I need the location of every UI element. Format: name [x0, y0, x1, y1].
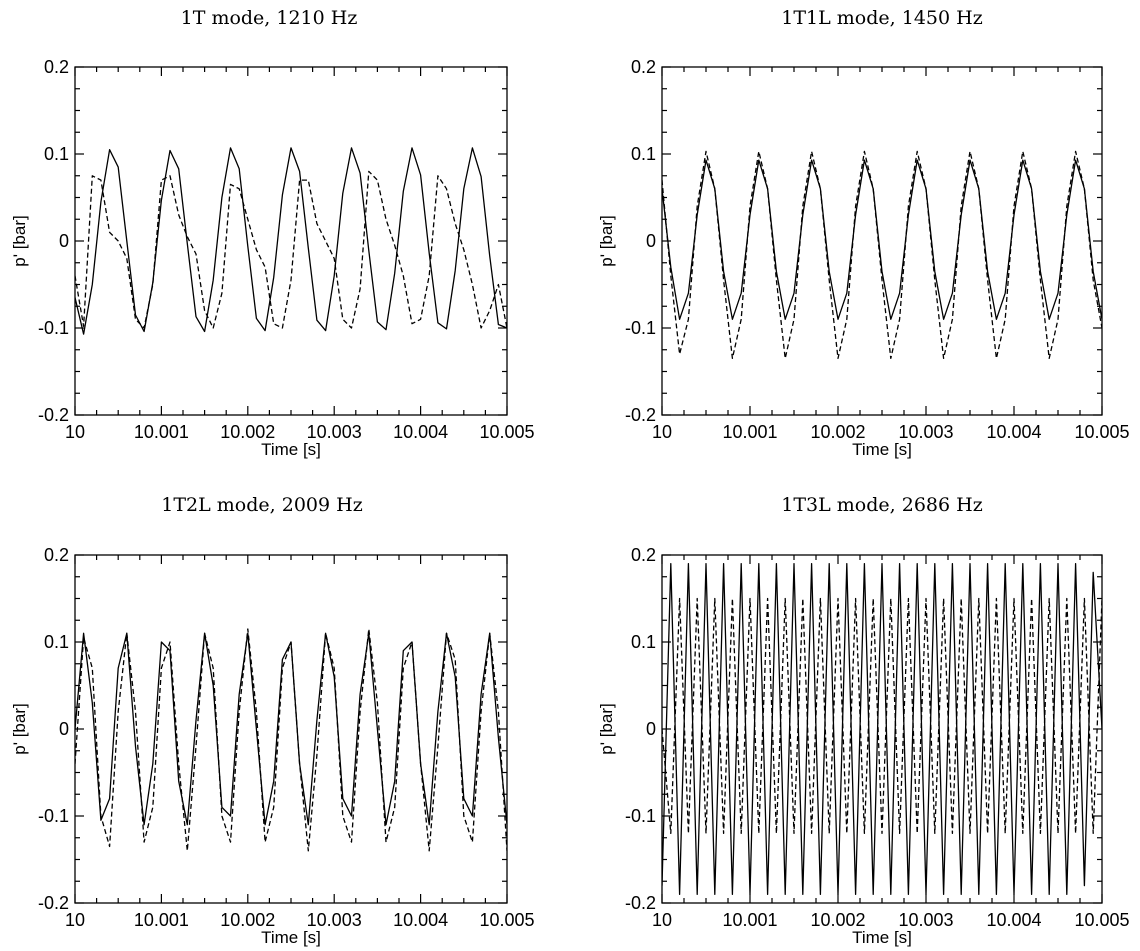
x-axis-label: Time [s]	[852, 440, 912, 459]
y-axis-label: p' [bar]	[10, 703, 29, 754]
x-tick-label: 10	[652, 910, 672, 930]
chart-title: 1T2L mode, 2009 Hz	[161, 494, 362, 516]
plot-frame	[74, 66, 508, 416]
y-tick-label: -0.1	[625, 318, 656, 338]
x-tick-label: 10.005	[1074, 422, 1129, 442]
x-tick-label: 10.005	[479, 422, 534, 442]
series-line-solid	[75, 147, 507, 335]
x-axis-label: Time [s]	[852, 928, 912, 947]
y-tick-label: -0.2	[625, 893, 656, 913]
x-axis-label: Time [s]	[261, 440, 321, 459]
x-tick-label: 10.002	[810, 422, 865, 442]
x-tick-label: 10.002	[220, 910, 275, 930]
y-tick-label: -0.2	[38, 405, 69, 425]
x-tick-label: 10.003	[307, 910, 362, 930]
chart-panel-2: 1T1L mode, 1450 Hz 10 10.001 10.002 10.003 10…	[597, 7, 1130, 459]
y-tick-label: -0.2	[38, 893, 69, 913]
y-tick-label: 0.2	[631, 545, 656, 565]
y-tick-label: 0.1	[631, 632, 656, 652]
x-tick-label: 10	[65, 910, 85, 930]
y-tick-label: -0.1	[625, 806, 656, 826]
x-tick-label: 10	[652, 422, 672, 442]
y-tick-label: -0.1	[38, 806, 69, 826]
plot-frame	[74, 554, 508, 904]
x-tick-label: 10.003	[307, 422, 362, 442]
x-tick-label: 10	[65, 422, 85, 442]
chart-panel-4: 1T3L mode, 2686 Hz 10 10.001 10.002 10.003 10…	[597, 494, 1130, 947]
x-tick-label: 10.005	[1074, 910, 1129, 930]
chart-panel-1: 1T mode, 1210 Hz 10 10.001 10.002 10.003 10.0…	[10, 7, 535, 459]
y-tick-label: 0.1	[631, 144, 656, 164]
y-tick-label: 0	[59, 719, 69, 739]
x-tick-label: 10.004	[986, 910, 1041, 930]
y-tick-label: 0.2	[631, 57, 656, 77]
y-tick-label: 0.1	[44, 632, 69, 652]
chart-title: 1T1L mode, 1450 Hz	[781, 7, 982, 29]
series-line-dashed	[662, 150, 1102, 360]
chart-title: 1T3L mode, 2686 Hz	[781, 494, 982, 516]
y-tick-label: 0	[646, 719, 656, 739]
y-tick-label: 0.1	[44, 144, 69, 164]
y-tick-label: 0	[646, 231, 656, 251]
x-tick-label: 10.001	[722, 910, 777, 930]
series-line-solid	[75, 632, 507, 826]
series-line-solid	[662, 159, 1102, 320]
y-tick-label: -0.2	[625, 405, 656, 425]
x-tick-label: 10.005	[479, 910, 534, 930]
series-line-dashed	[662, 597, 1102, 835]
y-axis-label: p' [bar]	[597, 215, 616, 266]
x-tick-label: 10.001	[134, 910, 189, 930]
x-tick-label: 10.003	[898, 910, 953, 930]
y-axis-label: p' [bar]	[597, 703, 616, 754]
x-tick-label: 10.004	[986, 422, 1041, 442]
x-tick-label: 10.004	[393, 422, 448, 442]
y-tick-label: -0.1	[38, 318, 69, 338]
x-tick-label: 10.001	[134, 422, 189, 442]
x-tick-label: 10.002	[220, 422, 275, 442]
y-tick-label: 0.2	[44, 57, 69, 77]
y-tick-label: 0.2	[44, 545, 69, 565]
chart-panel-3: 1T2L mode, 2009 Hz 10 10.001 10.002 10.003 10…	[10, 494, 535, 947]
x-tick-label: 10.004	[393, 910, 448, 930]
series-line-solid	[662, 563, 1102, 895]
series-line-dashed	[75, 170, 507, 329]
x-tick-label: 10.003	[898, 422, 953, 442]
chart-title: 1T mode, 1210 Hz	[181, 7, 358, 29]
x-axis-label: Time [s]	[261, 928, 321, 947]
series-line-dashed	[75, 628, 507, 852]
x-tick-label: 10.002	[810, 910, 865, 930]
x-tick-label: 10.001	[722, 422, 777, 442]
y-axis-label: p' [bar]	[10, 215, 29, 266]
y-tick-label: 0	[59, 231, 69, 251]
